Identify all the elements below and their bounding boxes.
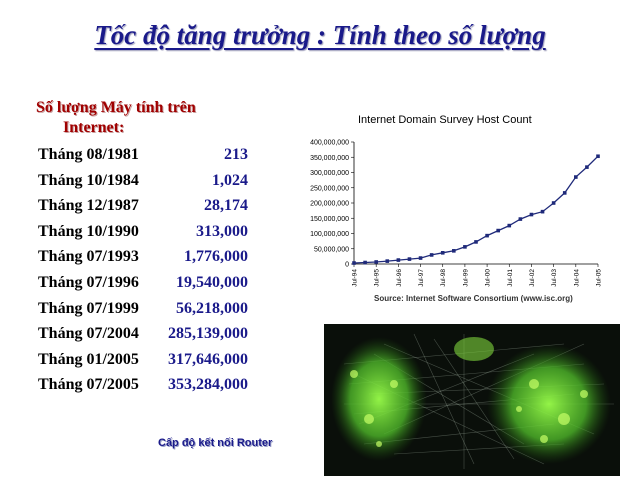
row-date: Tháng 10/1990 bbox=[38, 222, 139, 240]
data-point bbox=[529, 212, 534, 217]
y-tick-label: 300,000,000 bbox=[310, 170, 349, 177]
x-tick-label: Jul-97 bbox=[418, 269, 425, 287]
row-value: 213 bbox=[224, 146, 248, 163]
y-tick-label: 150,000,000 bbox=[310, 216, 349, 223]
data-point bbox=[418, 256, 423, 260]
data-point bbox=[507, 223, 512, 228]
row-value: 28,174 bbox=[204, 197, 248, 215]
table-row: Tháng 10/1984 1,024 bbox=[38, 172, 248, 198]
data-point bbox=[585, 165, 589, 169]
y-tick-label: 0 bbox=[345, 262, 349, 269]
row-value: 353,284,000 bbox=[168, 376, 248, 394]
series-line bbox=[353, 155, 599, 264]
y-tick-label: 250,000,000 bbox=[310, 185, 349, 192]
data-point bbox=[562, 191, 567, 195]
x-tick-label: Jul-01 bbox=[507, 269, 514, 287]
table-row: Tháng 07/2005 353,284,000 bbox=[38, 376, 248, 402]
data-point bbox=[396, 258, 401, 262]
row-date: Tháng 07/2005 bbox=[38, 376, 139, 394]
data-point bbox=[518, 217, 523, 221]
chart-source: Source: Internet Software Consortium (ww… bbox=[374, 294, 573, 303]
table-row: Tháng 07/1999 56,218,000 bbox=[38, 300, 248, 326]
row-date: Tháng 01/2005 bbox=[38, 350, 139, 368]
data-point bbox=[474, 240, 478, 244]
row-date: Tháng 07/2004 bbox=[38, 325, 139, 343]
data-point bbox=[463, 245, 467, 249]
row-value: 313,000 bbox=[196, 222, 248, 240]
data-point bbox=[374, 260, 378, 264]
chart-title: Internet Domain Survey Host Count bbox=[358, 114, 532, 126]
data-point bbox=[440, 251, 445, 255]
row-value: 1,776,000 bbox=[184, 248, 248, 266]
row-date: Tháng 12/1987 bbox=[38, 197, 139, 215]
host-count-chart: Internet Domain Survey Host Count 0 50,00… bbox=[296, 110, 608, 308]
row-date: Tháng 07/1999 bbox=[38, 299, 139, 317]
router-network-image bbox=[324, 324, 620, 476]
table-row: Tháng 01/2005 317,646,000 bbox=[38, 351, 248, 377]
row-value: 19,540,000 bbox=[176, 273, 248, 291]
y-tick-label: 50,000,000 bbox=[314, 246, 349, 253]
data-point bbox=[485, 233, 489, 238]
table-heading-line1: Số lượng Máy tính trên bbox=[36, 99, 196, 116]
y-tick-label: 350,000,000 bbox=[310, 155, 349, 162]
row-value: 1,024 bbox=[212, 171, 248, 189]
host-count-table: Tháng 08/1981 213 Tháng 10/1984 1,024 Thán… bbox=[38, 146, 248, 402]
x-tick-label: Jul-03 bbox=[551, 269, 558, 287]
x-tick-label: Jul-00 bbox=[485, 269, 492, 287]
data-point bbox=[385, 259, 390, 263]
row-value: 56,218,000 bbox=[176, 299, 248, 317]
row-date: Tháng 10/1984 bbox=[38, 171, 139, 189]
table-row: Tháng 07/1993 1,776,000 bbox=[38, 248, 248, 274]
data-point bbox=[452, 249, 456, 253]
x-tick-label: Jul-05 bbox=[596, 269, 603, 287]
data-point bbox=[429, 253, 434, 257]
row-value: 317,646,000 bbox=[168, 350, 248, 368]
x-tick-label: Jul-98 bbox=[440, 269, 447, 287]
y-tick-label: 400,000,000 bbox=[310, 140, 349, 147]
y-tick-label: 100,000,000 bbox=[310, 231, 349, 238]
y-tick-label: 200,000,000 bbox=[310, 201, 349, 208]
row-value: 285,139,000 bbox=[168, 325, 248, 343]
slide-title: Tốc độ tăng trưởng : Tính theo số lượng bbox=[94, 20, 546, 50]
data-point bbox=[407, 257, 412, 261]
table-row: Tháng 07/1996 19,540,000 bbox=[38, 274, 248, 300]
x-tick-label: Jul-04 bbox=[573, 269, 580, 287]
data-point bbox=[551, 201, 556, 205]
data-point bbox=[540, 209, 545, 214]
data-point bbox=[574, 175, 578, 179]
network-caption: Cấp độ kết nối Router bbox=[158, 437, 273, 449]
table-heading-line2: Internet: bbox=[63, 119, 125, 136]
row-date: Tháng 07/1996 bbox=[38, 273, 139, 291]
data-point bbox=[363, 260, 367, 265]
data-point bbox=[352, 261, 356, 265]
table-row: Tháng 08/1981 213 bbox=[38, 146, 248, 172]
row-date: Tháng 07/1993 bbox=[38, 248, 139, 266]
row-date: Tháng 08/1981 bbox=[38, 146, 139, 163]
data-point bbox=[496, 228, 500, 233]
x-tick-label: Jul-94 bbox=[352, 269, 359, 287]
data-point bbox=[596, 154, 600, 159]
x-tick-label: Jul-95 bbox=[374, 269, 381, 287]
chart-plot: 0 50,000,000 100,000,000 150,000,000 200,000… bbox=[310, 140, 603, 287]
x-tick-label: Jul-02 bbox=[529, 269, 536, 287]
table-heading: Số lượng Máy tính trên Internet: bbox=[36, 98, 246, 138]
table-row: Tháng 07/2004 285,139,000 bbox=[38, 325, 248, 351]
x-tick-label: Jul-96 bbox=[396, 269, 403, 287]
x-tick-label: Jul-99 bbox=[462, 269, 469, 287]
table-row: Tháng 12/1987 28,174 bbox=[38, 197, 248, 223]
table-row: Tháng 10/1990 313,000 bbox=[38, 223, 248, 249]
